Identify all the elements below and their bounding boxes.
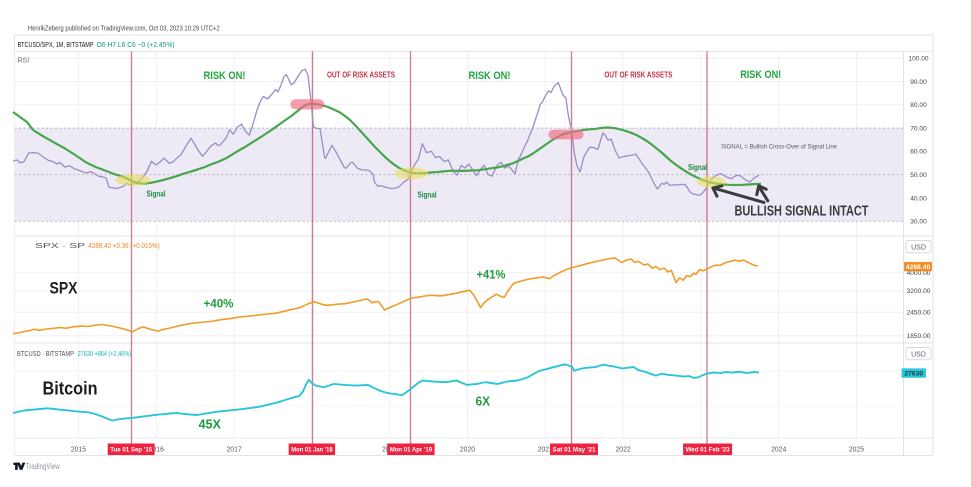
svg-text:6X: 6X <box>476 394 491 408</box>
svg-text:Signal: Signal <box>418 191 437 200</box>
svg-text:HenrikZeberg published on Trad: HenrikZeberg published on TradingView.co… <box>28 24 220 33</box>
svg-text:OUT OF RISK ASSETS: OUT OF RISK ASSETS <box>604 71 672 80</box>
svg-text:50.00: 50.00 <box>910 172 927 179</box>
svg-text:2025: 2025 <box>849 446 864 453</box>
svg-text:2024: 2024 <box>771 446 786 453</box>
svg-text:SPX: SPX <box>50 280 78 298</box>
svg-text:SIGNAL = Bullish Cross-Over of: SIGNAL = Bullish Cross-Over of Signal Li… <box>721 144 837 151</box>
svg-text:SPX · SP: SPX · SP <box>35 241 85 250</box>
svg-text:2450.00: 2450.00 <box>907 310 931 317</box>
svg-text:45X: 45X <box>199 417 222 431</box>
svg-text:Mon 01 Apr '19: Mon 01 Apr '19 <box>390 447 433 454</box>
svg-text:2021: 2021 <box>538 446 553 453</box>
svg-text:RISK ON!: RISK ON! <box>204 70 246 82</box>
svg-text:4000.00: 4000.00 <box>907 270 931 277</box>
svg-text:USD: USD <box>911 244 926 251</box>
svg-text:100.00: 100.00 <box>908 56 929 63</box>
svg-text:O6 H7 L6 C6 −0 (+2.45%): O6 H7 L6 C6 −0 (+2.45%) <box>97 40 175 49</box>
svg-text:RSI: RSI <box>18 58 30 65</box>
svg-text:USD: USD <box>911 351 926 358</box>
svg-text:2017: 2017 <box>227 446 242 453</box>
svg-text:Tue 01 Sep '15: Tue 01 Sep '15 <box>110 447 152 454</box>
svg-text:Signal: Signal <box>688 163 707 172</box>
svg-text:2020: 2020 <box>460 446 475 453</box>
svg-text:27630: 27630 <box>904 370 923 377</box>
svg-text:70.00: 70.00 <box>910 125 927 132</box>
svg-text:80.00: 80.00 <box>910 102 927 109</box>
svg-text:27630 +864 (+2.46%): 27630 +864 (+2.46%) <box>78 349 131 358</box>
svg-text:Sat 01 May '21: Sat 01 May '21 <box>553 447 596 454</box>
svg-text:3200.00: 3200.00 <box>907 288 931 295</box>
svg-text:Signal: Signal <box>147 190 166 199</box>
svg-text:2022: 2022 <box>616 446 631 453</box>
svg-text:2016: 2016 <box>149 446 164 453</box>
svg-text:Mon 01 Jan '18: Mon 01 Jan '18 <box>291 447 333 454</box>
svg-text:RISK ON!: RISK ON! <box>469 70 511 82</box>
svg-text:Wed 01 Feb '23: Wed 01 Feb '23 <box>686 447 730 454</box>
svg-text:TradingView: TradingView <box>26 462 60 471</box>
svg-text:+40%: +40% <box>204 299 234 311</box>
svg-text:BTCUSD · BITSTAMP: BTCUSD · BITSTAMP <box>17 349 74 358</box>
svg-text:60.00: 60.00 <box>910 149 927 156</box>
svg-text:40.00: 40.00 <box>910 195 927 202</box>
svg-text:BULLISH SIGNAL INTACT: BULLISH SIGNAL INTACT <box>735 204 869 220</box>
svg-text:4288.40 +0.36 (+0.015%): 4288.40 +0.36 (+0.015%) <box>88 241 160 250</box>
svg-text:2015: 2015 <box>71 446 86 453</box>
svg-text:BTCUSD/SPX, 1M, BITSTAMP: BTCUSD/SPX, 1M, BITSTAMP <box>18 40 94 49</box>
svg-text:1850.00: 1850.00 <box>907 333 931 340</box>
svg-text:Bitcoin: Bitcoin <box>43 377 98 398</box>
svg-text:+41%: +41% <box>477 270 506 282</box>
svg-text:30.00: 30.00 <box>910 219 927 226</box>
svg-text:OUT OF RISK ASSETS: OUT OF RISK ASSETS <box>327 71 395 80</box>
svg-text:RISK ON!: RISK ON! <box>740 69 781 81</box>
svg-text:4288.40: 4288.40 <box>906 264 931 271</box>
svg-text:90.00: 90.00 <box>910 79 927 86</box>
